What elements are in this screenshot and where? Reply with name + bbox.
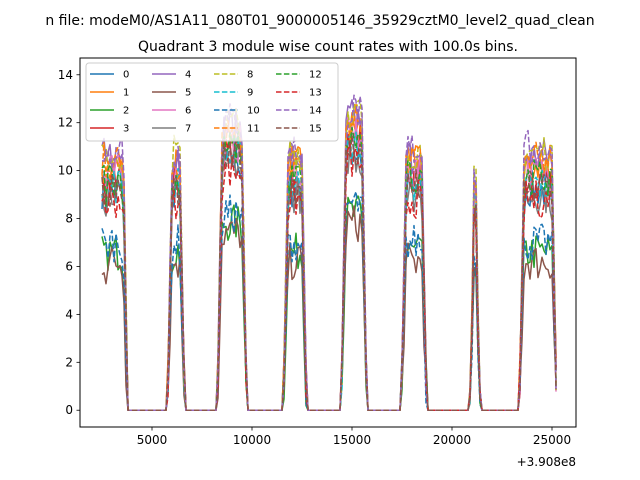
x-tick-label: 20000 — [433, 433, 471, 447]
suptitle: n file: modeM0/AS1A11_080T01_9000005146_… — [45, 13, 594, 29]
legend-label-1: 1 — [123, 88, 129, 99]
legend-box — [85, 62, 339, 142]
legend-label-14: 14 — [309, 106, 322, 117]
chart-title: Quadrant 3 module wise count rates with … — [138, 39, 518, 55]
legend-label-7: 7 — [185, 124, 191, 135]
legend-label-11: 11 — [247, 124, 260, 135]
plot-frame — [79, 57, 577, 428]
x-tick-label: 5000 — [137, 433, 168, 447]
legend-label-15: 15 — [309, 124, 322, 135]
y-tick-label: 14 — [58, 68, 73, 82]
legend-label-12: 12 — [309, 70, 322, 81]
x-axis: 5000 10000 15000 20000 25000 — [137, 427, 571, 447]
x-tick-label: 25000 — [533, 433, 571, 447]
x-tick-label: 15000 — [333, 433, 371, 447]
legend-label-2: 2 — [123, 106, 129, 117]
legend-label-0: 0 — [123, 70, 129, 81]
legend-label-13: 13 — [309, 88, 322, 99]
y-tick-label: 4 — [65, 307, 73, 321]
y-tick-label: 8 — [65, 212, 73, 226]
y-tick-label: 12 — [58, 116, 73, 130]
series-line-15 — [101, 135, 557, 411]
x-offset-label: +3.908e8 — [517, 455, 576, 469]
y-tick-label: 10 — [58, 164, 73, 178]
legend-label-10: 10 — [247, 106, 260, 117]
y-tick-label: 2 — [65, 355, 73, 369]
x-tick-label: 10000 — [233, 433, 271, 447]
legend-label-9: 9 — [247, 88, 253, 99]
y-tick-label: 0 — [65, 403, 73, 417]
y-tick-label: 6 — [65, 259, 73, 273]
legend-label-5: 5 — [185, 88, 191, 99]
legend-label-3: 3 — [123, 124, 129, 135]
series-layer — [101, 94, 557, 411]
legend-label-6: 6 — [185, 106, 191, 117]
legend-label-8: 8 — [247, 70, 253, 81]
y-axis: 0 2 4 6 8 10 12 14 — [58, 68, 80, 417]
legend-label-4: 4 — [185, 70, 191, 81]
